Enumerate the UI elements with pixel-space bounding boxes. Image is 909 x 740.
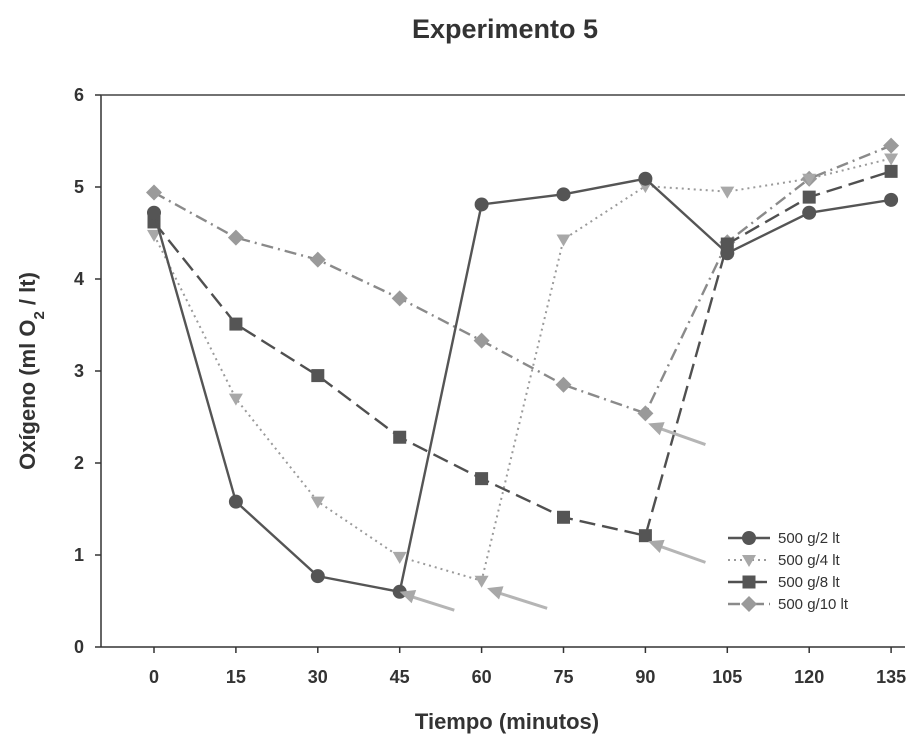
data-point bbox=[393, 430, 407, 444]
y-axis-ticks: 0 1 2 3 4 5 6 bbox=[74, 85, 101, 657]
data-point bbox=[802, 173, 817, 186]
y-axis-label-subscript: 2 bbox=[31, 311, 48, 319]
x-axis-label: Tiempo (minutos) bbox=[415, 709, 599, 734]
y-axis-label: Oxígeno (ml O2 / lt) bbox=[15, 272, 48, 470]
x-tick-label: 0 bbox=[149, 667, 159, 687]
legend-label: 500 g/2 lt bbox=[778, 530, 841, 547]
y-tick-label: 0 bbox=[74, 637, 84, 657]
legend-label: 500 g/10 lt bbox=[778, 596, 849, 613]
annotation-arrow bbox=[648, 422, 706, 447]
data-point bbox=[802, 205, 817, 220]
x-tick-label: 15 bbox=[226, 667, 246, 687]
data-point bbox=[310, 496, 325, 509]
annotation-arrow bbox=[487, 586, 548, 610]
x-tick-label: 90 bbox=[635, 667, 655, 687]
data-point bbox=[556, 234, 571, 247]
data-point bbox=[555, 376, 572, 393]
data-point bbox=[147, 205, 161, 220]
data-point bbox=[474, 575, 489, 588]
data-point bbox=[884, 153, 899, 166]
data-point bbox=[310, 569, 325, 584]
data-point bbox=[883, 137, 900, 154]
series-line bbox=[153, 170, 892, 538]
data-point bbox=[391, 290, 408, 307]
data-point bbox=[309, 251, 326, 268]
y-tick-label: 4 bbox=[74, 269, 84, 289]
data-point bbox=[638, 171, 653, 186]
legend-item: 500 g/4 lt bbox=[728, 552, 841, 569]
legend-marker bbox=[742, 531, 756, 545]
annotation-arrow bbox=[399, 589, 455, 612]
series-line bbox=[153, 157, 892, 583]
x-tick-label: 135 bbox=[876, 667, 906, 687]
data-point bbox=[474, 197, 489, 212]
legend-item: 500 g/2 lt bbox=[728, 530, 841, 547]
y-axis-label-main: Oxígeno (ml O bbox=[15, 320, 40, 470]
series-layer bbox=[146, 137, 900, 599]
legend: 500 g/2 lt 500 g/4 lt 500 g/8 lt 500 g/10 l… bbox=[728, 530, 849, 613]
x-axis-ticks: 0 15 30 45 60 75 90 105 120 135 bbox=[149, 647, 906, 687]
y-axis-label-end: / lt) bbox=[15, 272, 40, 311]
legend-label: 500 g/4 lt bbox=[778, 552, 841, 569]
y-tick-label: 2 bbox=[74, 453, 84, 473]
data-point bbox=[720, 246, 735, 261]
data-point bbox=[228, 393, 243, 406]
x-tick-label: 75 bbox=[553, 667, 573, 687]
data-point bbox=[311, 369, 325, 383]
data-point bbox=[147, 229, 161, 242]
data-point bbox=[146, 184, 162, 201]
x-tick-label: 45 bbox=[390, 667, 410, 687]
legend-item: 500 g/8 lt bbox=[728, 574, 841, 591]
y-tick-label: 6 bbox=[74, 85, 84, 105]
data-point bbox=[229, 317, 243, 331]
chart-title: Experimento 5 bbox=[412, 14, 598, 44]
y-tick-label: 5 bbox=[74, 177, 84, 197]
series-line bbox=[153, 144, 892, 415]
y-tick-label: 1 bbox=[74, 545, 84, 565]
legend-marker bbox=[741, 596, 757, 612]
x-tick-label: 60 bbox=[472, 667, 492, 687]
data-point bbox=[227, 229, 244, 246]
data-point bbox=[228, 494, 243, 509]
data-point bbox=[884, 192, 899, 207]
series-line bbox=[152, 177, 892, 594]
x-tick-label: 120 bbox=[794, 667, 824, 687]
series-3 bbox=[146, 137, 900, 422]
series-1 bbox=[147, 153, 899, 588]
legend-marker bbox=[742, 555, 756, 567]
x-tick-label: 30 bbox=[308, 667, 328, 687]
data-point bbox=[475, 472, 489, 486]
data-point bbox=[557, 510, 570, 524]
data-point bbox=[884, 164, 898, 178]
annotation-arrow bbox=[648, 539, 706, 564]
x-tick-label: 105 bbox=[712, 667, 742, 687]
data-point bbox=[473, 332, 490, 349]
annotation-arrows bbox=[399, 422, 706, 612]
legend-marker bbox=[742, 575, 756, 589]
data-point bbox=[638, 529, 652, 543]
data-point bbox=[802, 190, 816, 204]
data-point bbox=[392, 551, 407, 564]
data-point bbox=[637, 405, 654, 422]
data-point bbox=[720, 186, 735, 199]
data-point bbox=[556, 187, 571, 202]
legend-label: 500 g/8 lt bbox=[778, 574, 841, 591]
y-tick-label: 3 bbox=[74, 361, 84, 381]
series-2 bbox=[147, 164, 898, 543]
legend-item: 500 g/10 lt bbox=[728, 596, 849, 613]
